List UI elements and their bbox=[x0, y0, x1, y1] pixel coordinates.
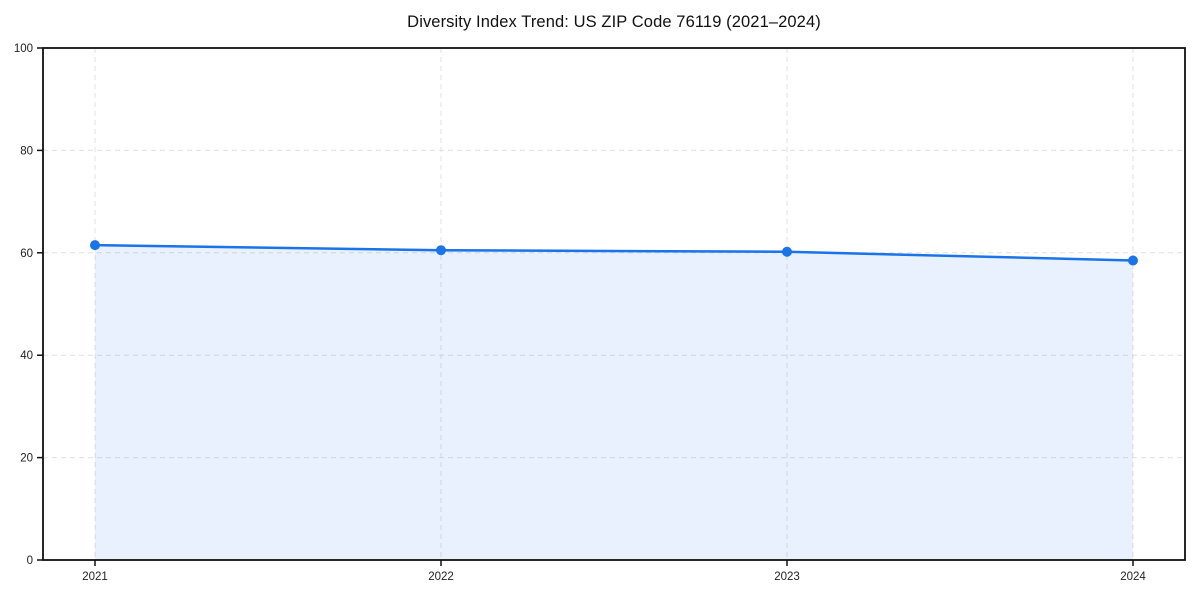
area-fill bbox=[95, 245, 1133, 560]
x-axis-tick-label: 2023 bbox=[774, 571, 800, 583]
data-point-marker bbox=[1128, 255, 1138, 266]
plot-frame bbox=[42, 47, 1186, 561]
y-axis-tick-label: 100 bbox=[14, 43, 33, 55]
y-axis-tick-label: 20 bbox=[20, 453, 33, 465]
y-axis-tick-label: 80 bbox=[20, 145, 33, 157]
chart-title: Diversity Index Trend: US ZIP Code 76119… bbox=[407, 13, 821, 31]
x-axis-tick-label: 2022 bbox=[428, 571, 454, 583]
x-axis-tick-label: 2024 bbox=[1120, 571, 1146, 583]
x-axis-tick-label: 2021 bbox=[82, 571, 108, 583]
y-axis-tick-label: 60 bbox=[20, 248, 33, 260]
y-axis-tick-label: 40 bbox=[20, 350, 33, 362]
data-point-marker bbox=[90, 240, 100, 251]
trend-line bbox=[93, 243, 1135, 262]
data-point-marker bbox=[782, 246, 792, 257]
data-point-marker bbox=[436, 245, 446, 256]
y-axis-tick-label: 0 bbox=[27, 555, 33, 567]
